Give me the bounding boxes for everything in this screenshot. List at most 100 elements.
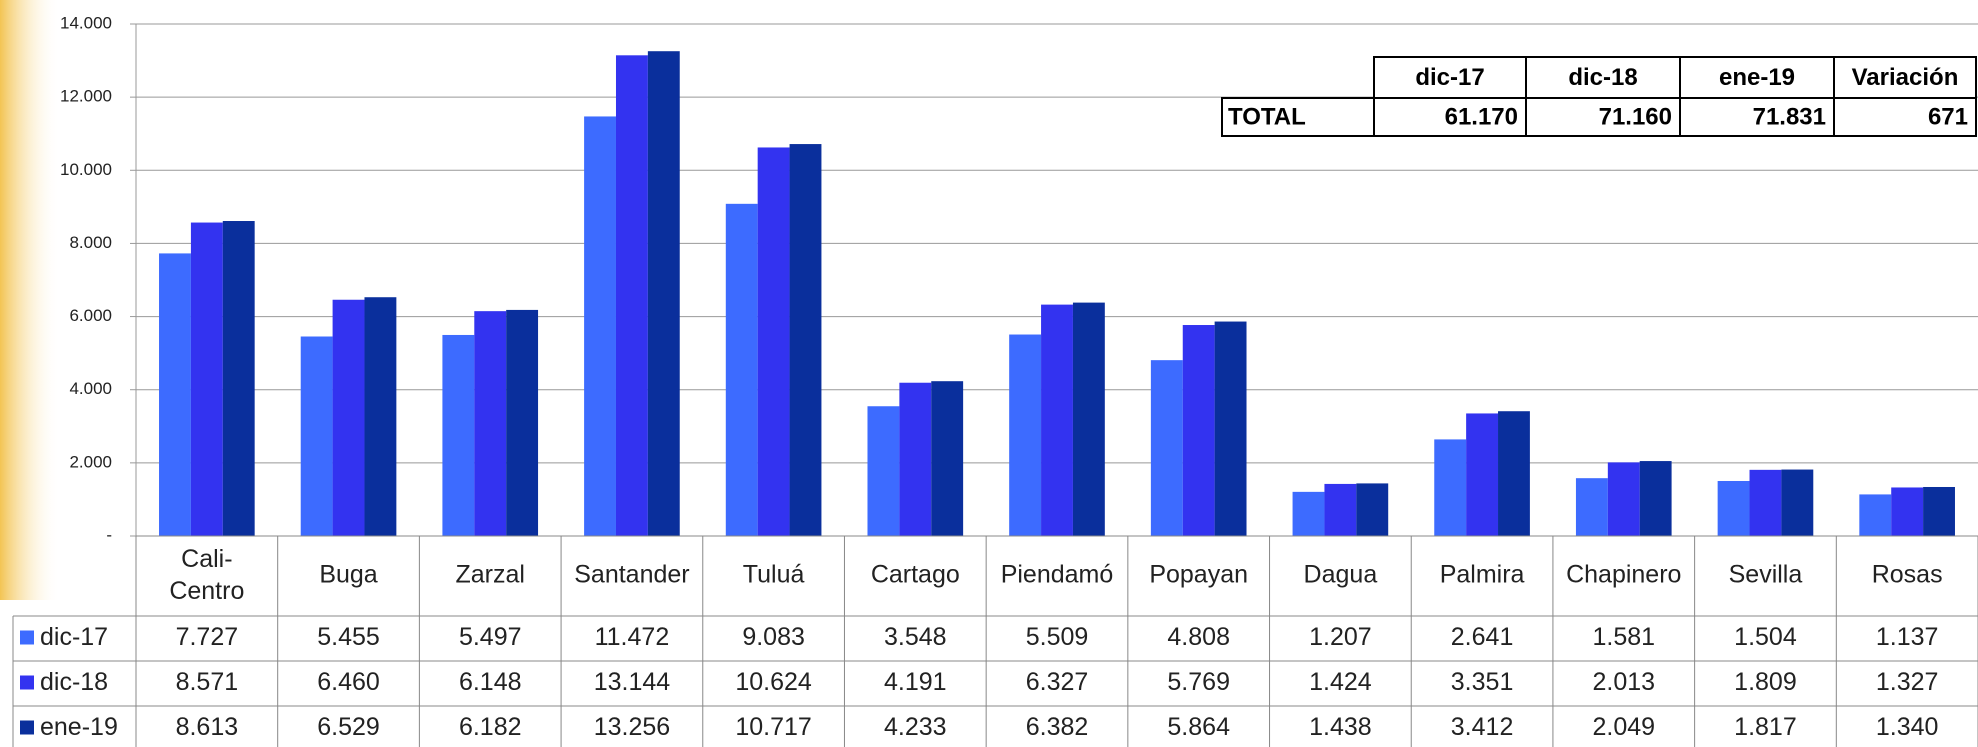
bar (1859, 494, 1892, 536)
bar (1717, 480, 1750, 536)
value-label: 13.144 (594, 668, 671, 696)
y-tick-label: 8.000 (69, 233, 112, 252)
bar (789, 144, 822, 536)
legend-key (20, 675, 34, 690)
bar (757, 147, 790, 536)
summary-cell: 671 (1928, 103, 1968, 130)
value-label: 6.529 (317, 713, 380, 741)
summary-table (1373, 56, 1977, 99)
bar (1781, 469, 1814, 536)
bar (159, 253, 191, 536)
bar (332, 299, 365, 536)
value-label: 2.013 (1592, 668, 1655, 696)
bar (584, 116, 616, 536)
value-label: 2.049 (1592, 713, 1655, 741)
value-label: 1.207 (1309, 623, 1372, 651)
bar (1639, 461, 1672, 536)
bar (506, 309, 539, 536)
value-label: 1.340 (1876, 713, 1939, 741)
legend-key (20, 720, 34, 735)
value-label: 3.351 (1451, 668, 1514, 696)
category-label: Chapinero (1566, 561, 1681, 589)
value-label: 11.472 (595, 623, 670, 651)
bar (364, 297, 397, 536)
bar (300, 336, 333, 536)
value-label: 8.571 (176, 668, 239, 696)
bar (1072, 302, 1105, 536)
value-label: 1.581 (1592, 623, 1655, 651)
value-label: 8.613 (176, 713, 239, 741)
value-label: 9.083 (742, 623, 805, 651)
value-label: 1.327 (1876, 668, 1939, 696)
value-label: 5.497 (459, 623, 522, 651)
bar (1150, 360, 1183, 536)
summary-header: Variación (1852, 64, 1959, 91)
category-label: Zarzal (455, 561, 524, 589)
bar (1466, 413, 1499, 536)
value-label: 6.460 (317, 668, 380, 696)
y-tick-label: 4.000 (69, 379, 112, 398)
bar (1182, 325, 1215, 536)
bar (1498, 411, 1530, 536)
y-tick-label: 10.000 (60, 160, 112, 179)
bar (615, 55, 648, 536)
bar (1214, 321, 1247, 536)
value-label: 13.256 (594, 713, 670, 741)
summary-header: dic-18 (1568, 64, 1637, 91)
y-tick-label: 2.000 (69, 452, 112, 471)
value-label: 6.182 (459, 713, 522, 741)
value-label: 1.438 (1309, 713, 1372, 741)
bar (867, 406, 900, 536)
value-label: 1.424 (1309, 668, 1372, 696)
category-label: Tuluá (743, 561, 805, 589)
value-label: 6.327 (1026, 668, 1089, 696)
summary-header: ene-19 (1719, 64, 1795, 91)
category-label: Santander (574, 561, 689, 589)
category-label: Dagua (1304, 561, 1378, 589)
category-label: Sevilla (1729, 561, 1803, 589)
legend-key (20, 630, 34, 645)
y-tick-label: 12.000 (60, 87, 112, 106)
bar (725, 203, 758, 536)
summary-table (1221, 97, 1977, 137)
y-tick-label: - (106, 525, 112, 544)
value-label: 3.548 (884, 623, 947, 651)
y-tick-label: 14.000 (60, 13, 112, 32)
bar (1324, 483, 1357, 536)
category-label: Rosas (1872, 561, 1943, 589)
value-label: 4.233 (884, 713, 947, 741)
bar (899, 382, 932, 536)
bar (647, 51, 680, 537)
category-label: Cali-Centro (169, 545, 244, 605)
bar (1607, 462, 1640, 536)
bar (1923, 486, 1955, 536)
value-label: 10.624 (735, 668, 812, 696)
value-label: 1.809 (1734, 668, 1797, 696)
value-label: 2.641 (1451, 623, 1514, 651)
summary-cell: 71.831 (1753, 103, 1826, 130)
value-label: 7.727 (176, 623, 239, 651)
value-label: 1.504 (1734, 623, 1797, 651)
value-label: 5.509 (1026, 623, 1089, 651)
y-tick-label: 6.000 (69, 306, 112, 325)
value-label: 1.817 (1734, 713, 1797, 741)
bar (1575, 478, 1608, 536)
summary-row-label: TOTAL (1228, 103, 1306, 130)
summary-cell: 71.160 (1599, 103, 1672, 130)
bar (1292, 491, 1325, 536)
bar (1009, 334, 1042, 536)
category-label: Piendamó (1001, 561, 1114, 589)
summary-cell: 61.170 (1445, 103, 1518, 130)
value-label: 6.148 (459, 668, 522, 696)
category-label: Cartago (871, 561, 960, 589)
category-label: Buga (319, 561, 377, 589)
bar (1891, 487, 1924, 536)
value-label: 3.412 (1451, 713, 1514, 741)
category-label: Popayan (1149, 561, 1248, 589)
bar (1356, 483, 1389, 536)
value-label: 10.717 (735, 713, 811, 741)
summary-header: dic-17 (1415, 64, 1484, 91)
legend-label: dic-18 (40, 668, 108, 696)
bar (190, 222, 223, 537)
value-label: 5.769 (1167, 668, 1230, 696)
